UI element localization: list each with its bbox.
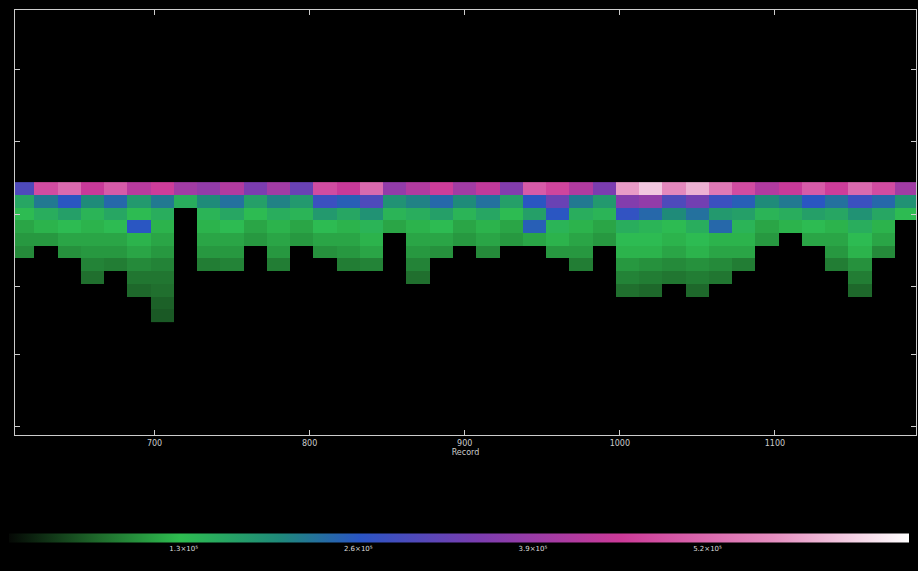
svg-text:1.3×10⁵: 1.3×10⁵ — [169, 545, 198, 553]
svg-text:2.6×10⁵: 2.6×10⁵ — [344, 545, 373, 553]
svg-text:1100: 1100 — [765, 439, 785, 448]
svg-text:800: 800 — [302, 439, 317, 448]
svg-text:1000: 1000 — [610, 439, 630, 448]
svg-text:3.9×10⁵: 3.9×10⁵ — [519, 545, 548, 553]
svg-text:700: 700 — [147, 439, 162, 448]
svg-text:900: 900 — [457, 439, 472, 448]
svg-text:Record: Record — [452, 448, 480, 457]
svg-text:5.2×10⁵: 5.2×10⁵ — [693, 545, 722, 553]
